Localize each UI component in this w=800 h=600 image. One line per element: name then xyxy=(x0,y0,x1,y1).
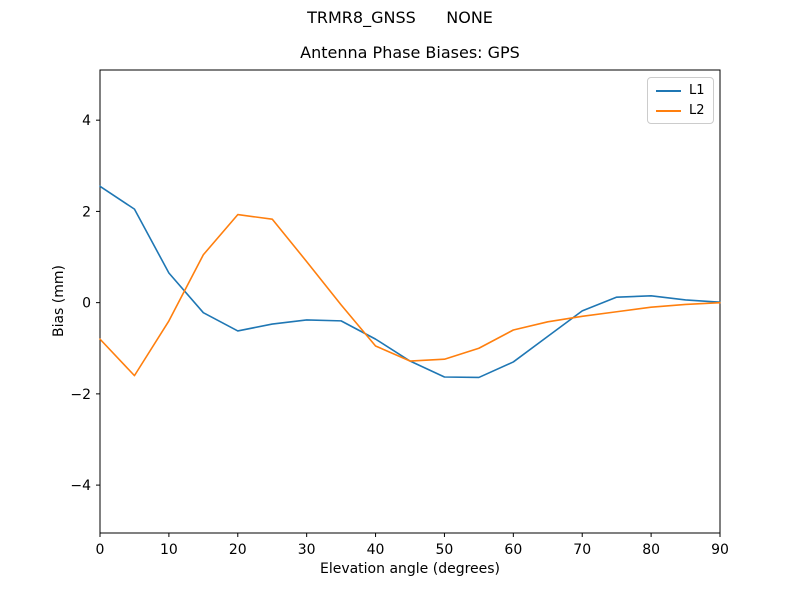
x-tick-label: 80 xyxy=(642,542,660,558)
legend-label-l1: L1 xyxy=(689,83,705,98)
y-tick-label: 4 xyxy=(82,113,91,129)
x-tick-label: 10 xyxy=(160,542,178,558)
x-tick-label: 40 xyxy=(367,542,385,558)
series-line-l1 xyxy=(99,185,721,379)
y-tick-label: −2 xyxy=(70,387,91,403)
x-tick-label: 70 xyxy=(573,542,591,558)
x-tick-label: 60 xyxy=(504,542,522,558)
figure-suptitle: TRMR8_GNSS NONE xyxy=(307,8,493,27)
x-tick-label: 90 xyxy=(711,542,729,558)
legend-item-l1: L1 xyxy=(656,84,705,97)
legend-label-l2: L2 xyxy=(689,103,705,118)
y-tick-label: 0 xyxy=(82,296,91,312)
legend-item-l2: L2 xyxy=(656,104,705,117)
y-axis-label: Bias (mm) xyxy=(51,264,67,338)
y-tick-label: 2 xyxy=(82,204,91,220)
x-axis-label: Elevation angle (degrees) xyxy=(319,561,501,577)
x-tick-label: 30 xyxy=(298,542,316,558)
y-tick-label: −4 xyxy=(70,478,91,494)
legend: L1 L2 xyxy=(647,77,714,124)
x-tick-label: 20 xyxy=(229,542,247,558)
legend-swatch-l2-line-icon xyxy=(656,109,681,112)
x-tick-label: 0 xyxy=(96,542,105,558)
chart-title: Antenna Phase Biases: GPS xyxy=(300,43,520,62)
series-line-l2 xyxy=(99,213,721,377)
legend-swatch-l1-line-icon xyxy=(656,89,681,92)
x-tick-label: 50 xyxy=(436,542,454,558)
